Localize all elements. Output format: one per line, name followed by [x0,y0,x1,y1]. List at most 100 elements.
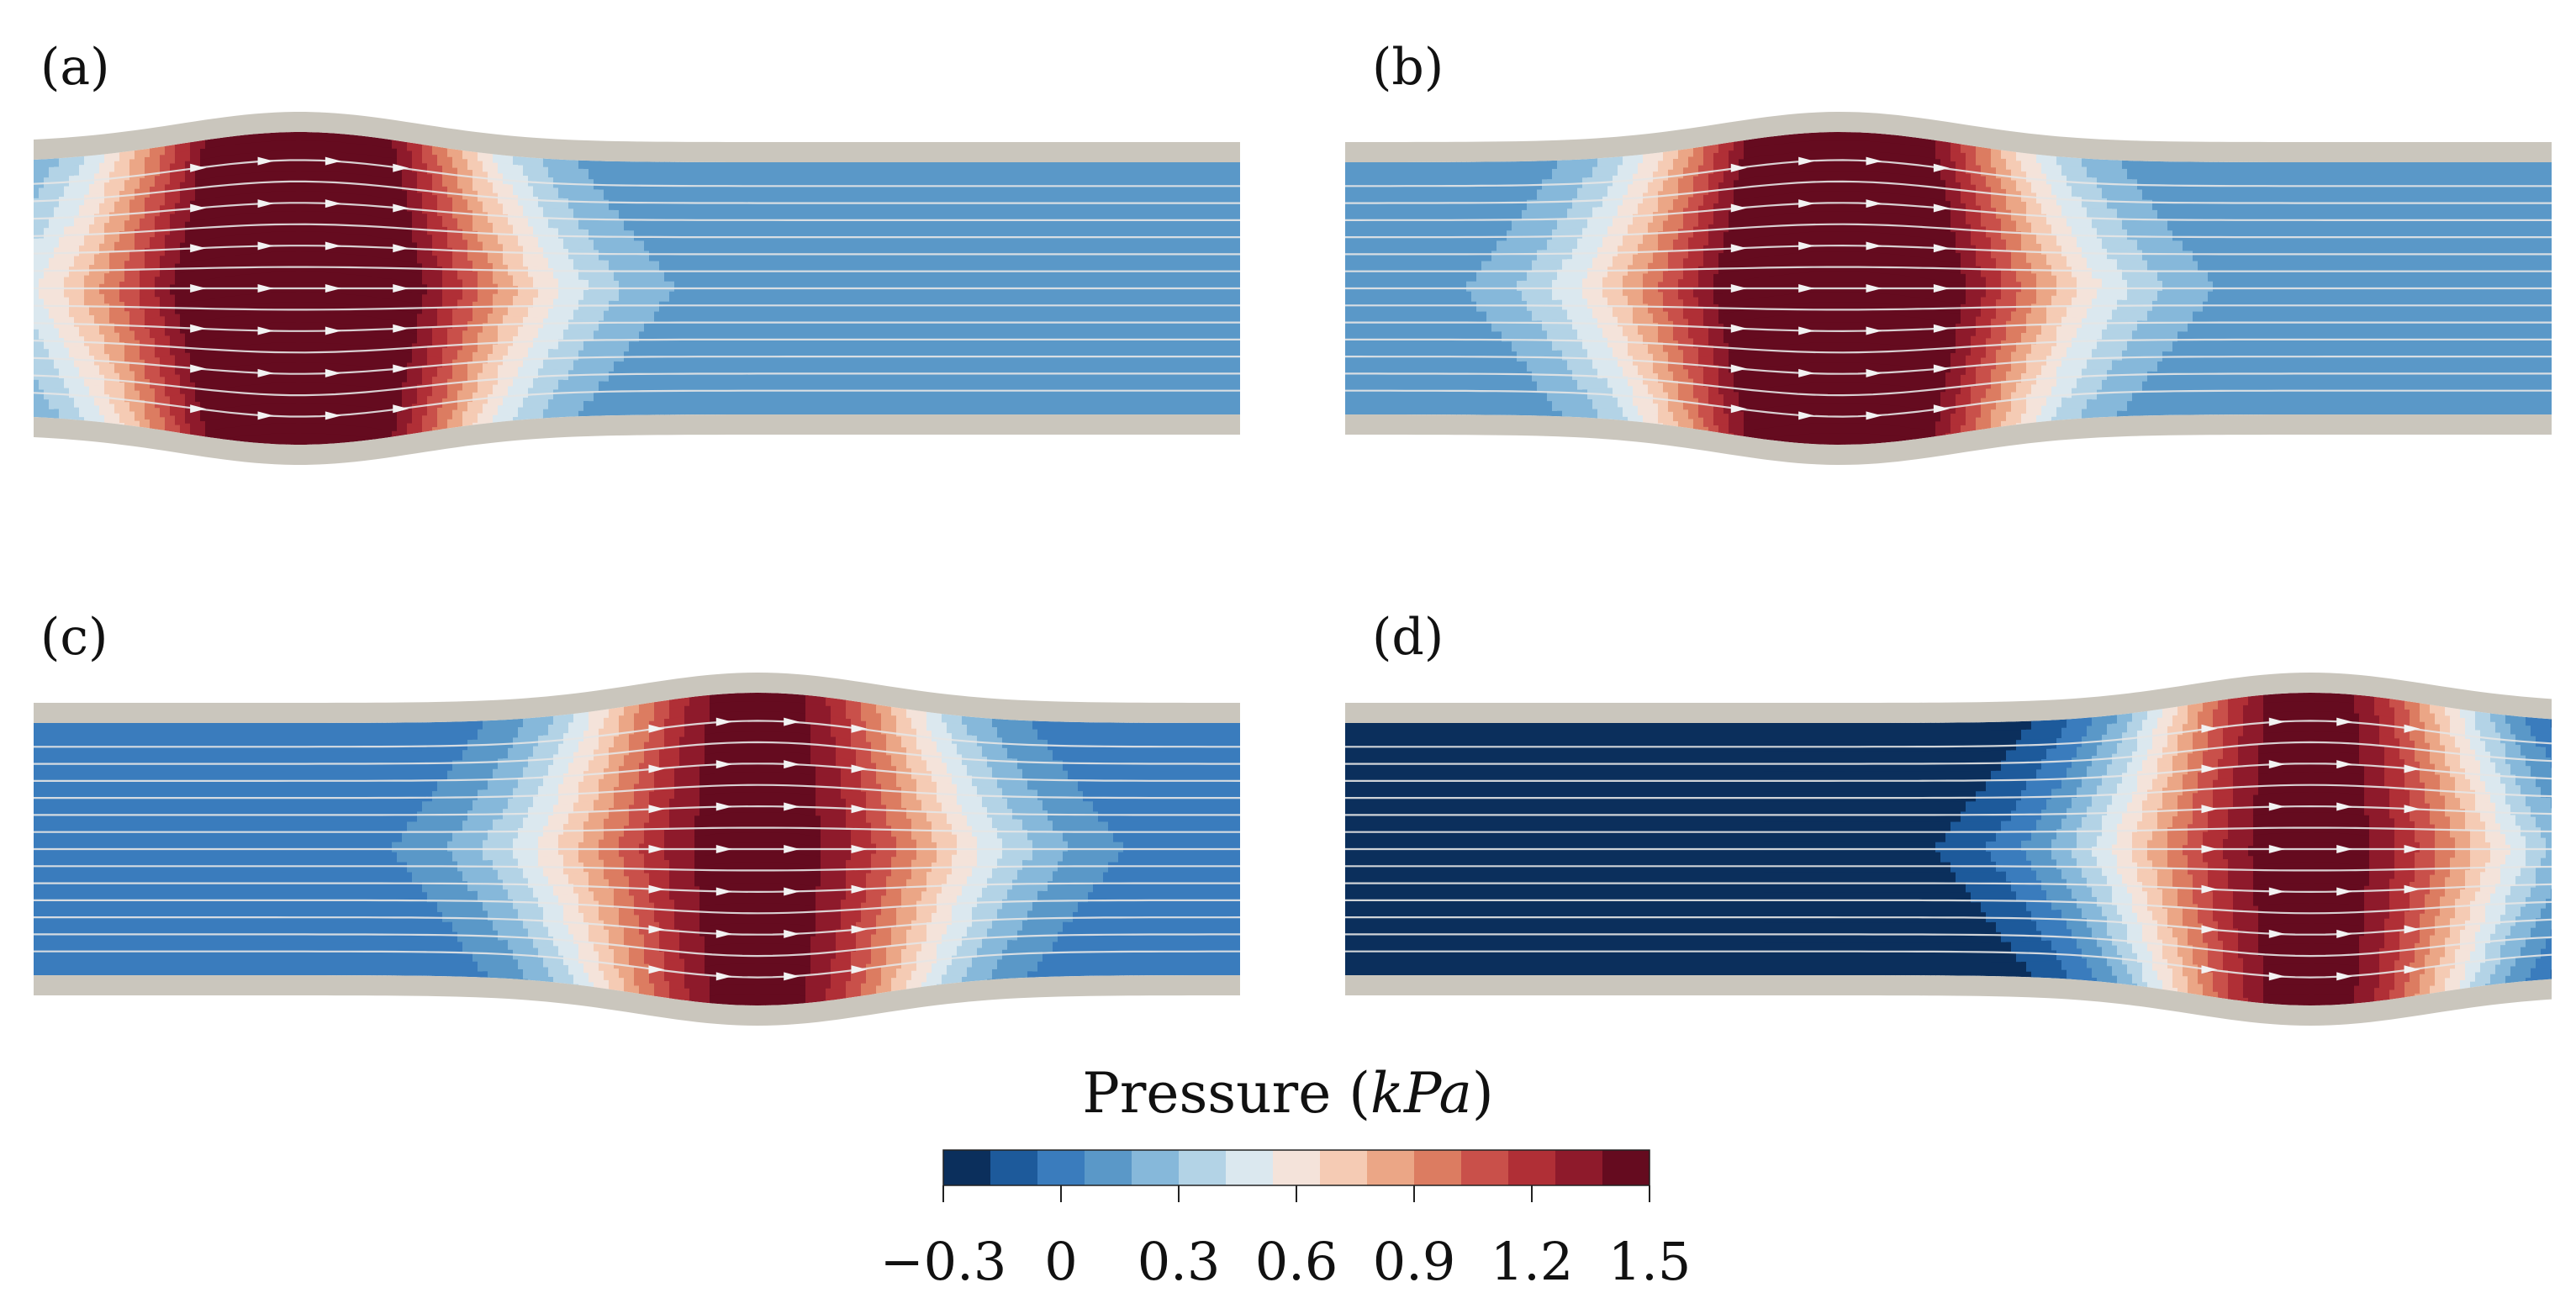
colorbar-segment [1367,1150,1415,1185]
panel-d [1345,673,2552,1026]
flow-arrow-icon [851,845,868,853]
colorbar-tick-label: 0.3 [1138,1231,1221,1292]
colorbar-tick-label: 1.2 [1491,1231,1574,1292]
colorbar-segment [1085,1150,1132,1185]
flow-arrow-icon [2201,724,2218,733]
flow-arrow-icon [715,929,732,938]
flow-arrow-icon [393,324,409,333]
flow-arrow-icon [2201,925,2218,934]
flow-arrow-icon [2268,760,2285,769]
flow-arrow-icon [190,324,207,333]
flow-arrow-icon [2268,887,2285,896]
flow-arrow-icon [257,326,274,335]
flow-arrow-icon [851,724,868,733]
flow-arrow-icon [648,884,665,894]
flow-arrow-icon [257,368,274,377]
flow-arrow-icon [1866,156,1882,166]
flow-arrow-icon [1798,284,1815,293]
colorbar-segment [1461,1150,1509,1185]
colorbar-segment [1273,1150,1321,1185]
flow-arrow-icon [1730,163,1747,172]
flow-arrow-icon [2404,925,2420,934]
streamlines-a [33,159,1240,418]
panel-label-d: (d) [1372,608,1444,667]
flow-arrow-icon [851,805,868,814]
flow-arrow-icon [784,845,800,853]
flow-arrow-icon [190,203,207,213]
flow-arrow-icon [2201,884,2218,894]
colorbar-tick-label: −0.3 [880,1231,1007,1292]
vessel-wall-bottom-b [1345,414,2552,465]
panel-label-c: (c) [40,608,108,667]
streamlines-c [34,720,1241,979]
flow-arrow-icon [1933,284,1950,293]
colorbar-tick-label: 1.5 [1608,1231,1692,1292]
flow-arrow-icon [2201,965,2218,974]
colorbar-segment [1602,1150,1650,1185]
colorbar-segment [1132,1150,1180,1185]
flow-arrow-icon [1933,404,1950,414]
flow-arrow-icon [190,163,207,172]
flow-arrow-icon [325,284,341,293]
colorbar-tick-label: 0.6 [1255,1231,1338,1292]
flow-arrow-icon [784,929,800,938]
flow-arrow-icon [190,284,207,293]
pressure-field-b [1345,132,2552,445]
vessel-wall-bottom-a [34,414,1240,465]
pressure-field-a [34,132,1240,445]
vessel-wall-bottom-d [1345,975,2552,1026]
flow-arrow-icon [2268,845,2285,853]
flow-arrow-icon [1730,404,1747,414]
flow-arrow-icon [715,802,732,811]
flow-arrow-icon [1730,324,1747,333]
flow-arrow-icon [648,805,665,814]
flow-arrow-icon [325,411,341,420]
panel-label-b: (b) [1372,38,1444,97]
flow-arrow-icon [2336,929,2353,938]
flow-arrow-icon [325,326,341,335]
flow-arrow-icon [784,717,800,726]
flow-arrow-icon [2404,965,2420,974]
flow-arrow-icon [2336,760,2353,769]
flow-arrow-icon [2404,724,2420,733]
flow-arrow-icon [784,802,800,811]
flow-arrow-icon [257,241,274,251]
flow-arrow-icon [1798,411,1815,420]
colorbar-segment [1508,1150,1556,1185]
colorbar-tick-label: 0 [1044,1231,1077,1292]
vessel-wall-top-c [34,673,1240,723]
flow-arrow-icon [715,845,732,853]
flow-arrow-icon [1730,244,1747,253]
flow-arrow-icon [2336,887,2353,896]
vessel-wall-top-b [1345,112,2552,162]
flow-arrow-icon [648,925,665,934]
flow-arrow-icon [325,156,341,166]
flow-arrow-icon [2336,845,2353,853]
flow-arrow-icon [1730,284,1747,293]
colorbar-segment [1414,1150,1462,1185]
flow-arrow-icon [2268,717,2285,726]
flow-arrow-icon [190,364,207,373]
flow-arrow-icon [1798,326,1815,335]
flow-arrow-icon [2268,802,2285,811]
flow-arrow-icon [715,972,732,981]
flow-arrow-icon [325,241,341,251]
colorbar-segment [943,1150,991,1185]
pressure-field-c [34,693,1240,1005]
flow-arrow-icon [851,884,868,894]
flow-arrow-icon [851,925,868,934]
flow-arrow-icon [648,845,665,853]
colorbar-segment [1226,1150,1274,1185]
flow-arrow-icon [257,199,274,208]
flow-arrow-icon [1933,163,1950,172]
flow-arrow-icon [1798,368,1815,377]
vessel-wall-top-d [1345,673,2552,723]
flow-arrow-icon [784,887,800,896]
flow-arrow-icon [784,760,800,769]
flow-arrow-icon [325,368,341,377]
flow-arrow-icon [1933,364,1950,373]
colorbar-segment [990,1150,1038,1185]
flow-arrow-icon [2404,764,2420,773]
flow-arrow-icon [1933,203,1950,213]
